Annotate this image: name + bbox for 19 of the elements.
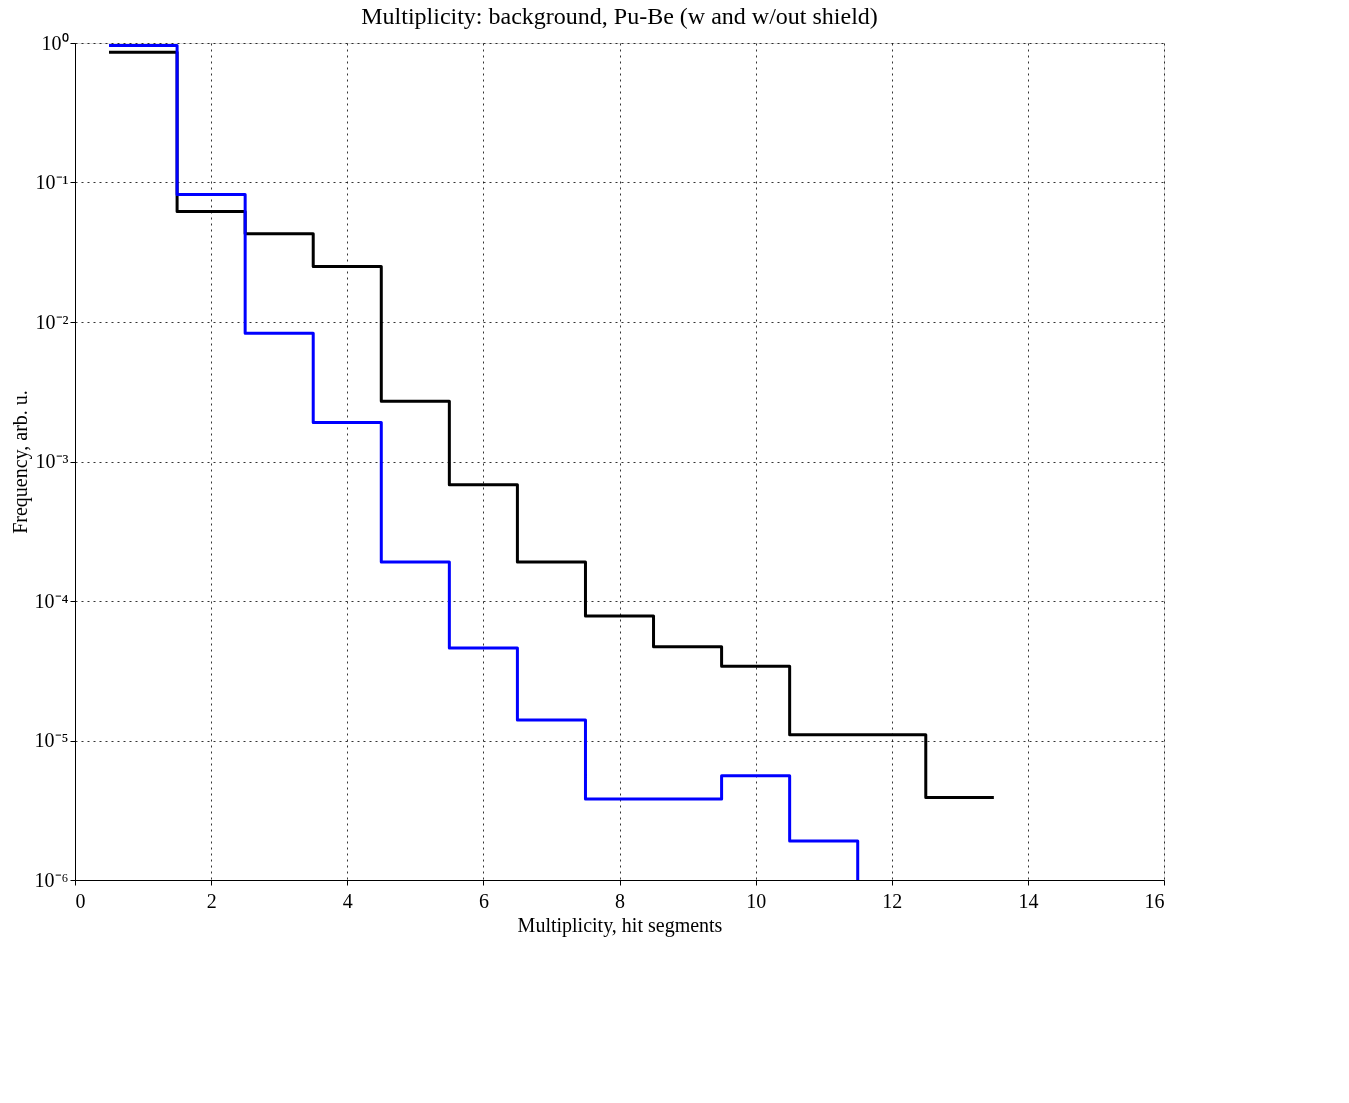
x-tick-label: 0 <box>75 889 86 912</box>
y-tick-label: 10⁻² <box>35 310 69 333</box>
y-tick-label: 10⁻³ <box>35 450 69 472</box>
y-tick-label: 10⁻¹ <box>35 171 69 193</box>
x-tick-label: 4 <box>342 889 353 912</box>
y-tick-label: 10⁻⁵ <box>34 729 69 751</box>
x-tick-label: 2 <box>206 889 217 912</box>
x-tick-label: 6 <box>478 889 489 912</box>
y-axis-title: Frequency, arb. u. <box>8 390 32 534</box>
x-tick-label: 16 <box>1144 889 1165 912</box>
chart-title: Multiplicity: background, Pu-Be (w and w/out shield) <box>361 3 878 29</box>
y-tick-label: 10⁻⁴ <box>34 589 69 612</box>
y-tick-label: 10⁰ <box>41 31 69 54</box>
x-tick-label: 12 <box>882 889 903 912</box>
x-axis-title: Multiplicity, hit segments <box>517 913 723 937</box>
x-tick-label: 14 <box>1018 889 1039 912</box>
y-tick-label: 10⁻⁶ <box>34 868 69 891</box>
x-tick-label: 8 <box>615 889 625 912</box>
x-tick-label: 10 <box>746 889 767 912</box>
